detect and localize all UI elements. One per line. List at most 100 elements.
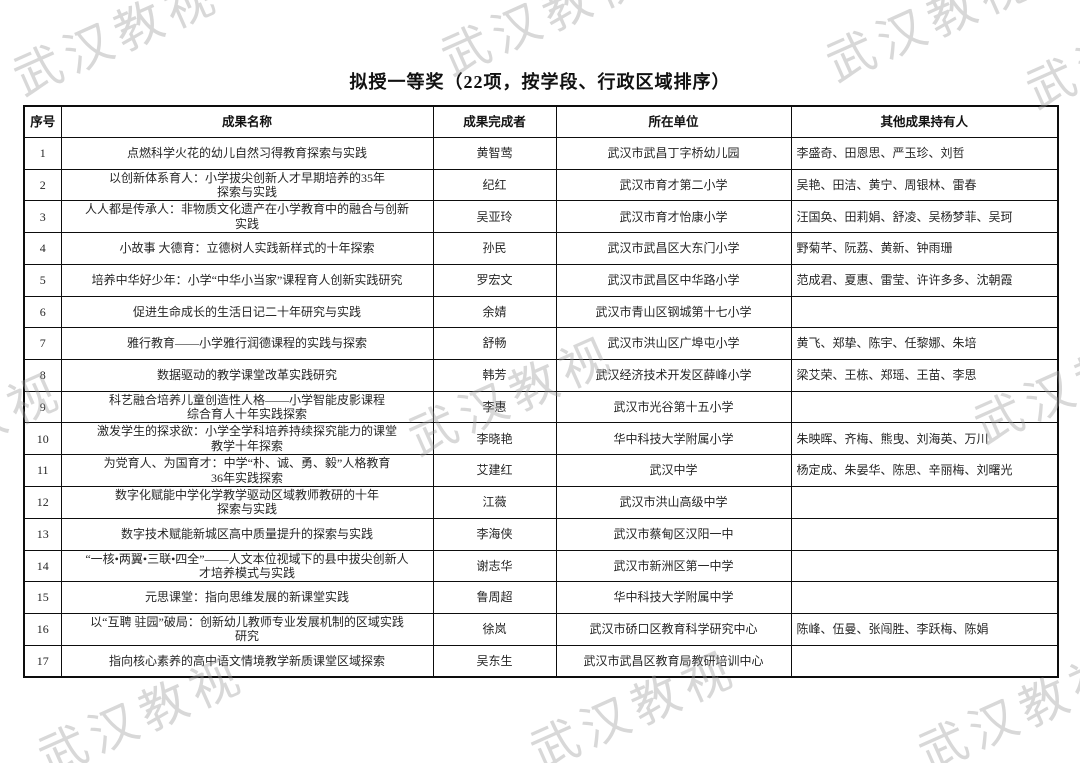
other-holders — [790, 486, 1059, 519]
completer-name: 罗宏文 — [432, 263, 557, 297]
unit-name: 武汉市洪山高级中学 — [555, 486, 792, 519]
other-holders: 朱映晖、齐梅、熊曳、刘海英、万川 — [790, 422, 1059, 456]
unit-name: 华中科技大学附属中学 — [555, 581, 792, 614]
unit-name: 华中科技大学附属小学 — [555, 422, 792, 456]
achievement-title: 促进生命成长的生活日记二十年研究与实践 — [60, 295, 434, 329]
completer-name: 徐岚 — [432, 612, 557, 646]
other-holders — [790, 581, 1059, 614]
column-header-no: 序号 — [23, 105, 62, 138]
row-number: 3 — [23, 200, 62, 234]
unit-name: 武汉市武昌区大东门小学 — [555, 232, 792, 265]
achievement-title: 为党育人、为国育才：中学“朴、诚、勇、毅”人格教育 36年实践探索 — [60, 454, 434, 488]
completer-name: 舒畅 — [432, 327, 557, 360]
row-number: 8 — [23, 359, 62, 392]
other-holders: 梁艾荣、王栋、郑瑶、王苗、李思 — [790, 359, 1059, 392]
row-number: 13 — [23, 517, 62, 551]
completer-name: 韩芳 — [432, 359, 557, 392]
row-number: 11 — [23, 454, 62, 488]
table-row: 3 人人都是传承人：非物质文化遗产在小学教育中的融合与创新 实践 吴亚玲 武汉市育才怡… — [23, 200, 1059, 234]
row-number: 5 — [23, 263, 62, 297]
row-number: 7 — [23, 327, 62, 360]
completer-name: 余婧 — [432, 295, 557, 329]
completer-name: 江薇 — [432, 486, 557, 519]
other-holders: 野菊芊、阮荔、黄新、钟雨珊 — [790, 232, 1059, 265]
other-holders: 李盛奇、田恩思、严玉珍、刘哲 — [790, 137, 1059, 170]
unit-name: 武汉市硚口区教育科学研究中心 — [555, 612, 792, 646]
other-holders — [790, 390, 1059, 424]
achievement-title: 点燃科学火花的幼儿自然习得教育探索与实践 — [60, 137, 434, 170]
other-holders: 陈峰、伍曼、张闯胜、李跃梅、陈娟 — [790, 612, 1059, 646]
achievement-title: 小故事 大德育：立德树人实践新样式的十年探索 — [60, 232, 434, 265]
achievement-title: 指向核心素养的高中语文情境教学新质课堂区域探索 — [60, 644, 434, 678]
awards-table-body: 1 点燃科学火花的幼儿自然习得教育探索与实践 黄智莺 武汉市武昌丁字桥幼儿园 李盛奇、田… — [23, 137, 1059, 678]
table-row: 15 元思课堂：指向思维发展的新课堂实践 鲁周超 华中科技大学附属中学 — [23, 581, 1059, 614]
other-holders: 范成君、夏惠、雷莹、许许多多、沈朝霞 — [790, 263, 1059, 297]
unit-name: 武汉中学 — [555, 454, 792, 488]
unit-name: 武汉市光谷第十五小学 — [555, 390, 792, 424]
row-number: 10 — [23, 422, 62, 456]
other-holders — [790, 549, 1059, 583]
row-number: 15 — [23, 581, 62, 614]
other-holders: 汪国奂、田莉娟、舒凌、吴杨梦菲、吴珂 — [790, 200, 1059, 234]
row-number: 2 — [23, 168, 62, 202]
row-number: 1 — [23, 137, 62, 170]
table-row: 7 雅行教育——小学雅行润德课程的实践与探索 舒畅 武汉市洪山区广埠屯小学 黄飞、郑挚、… — [23, 327, 1059, 360]
column-header-holders: 其他成果持有人 — [790, 105, 1059, 138]
achievement-title: 以“互聘 驻园”破局：创新幼儿教师专业发展机制的区域实践 研究 — [60, 612, 434, 646]
achievement-title: 科艺融合培养儿童创造性人格——小学智能皮影课程 综合育人十年实践探索 — [60, 390, 434, 424]
unit-name: 武汉市青山区钢城第十七小学 — [555, 295, 792, 329]
table-row: 11 为党育人、为国育才：中学“朴、诚、勇、毅”人格教育 36年实践探索 艾建红 武汉… — [23, 454, 1059, 488]
row-number: 6 — [23, 295, 62, 329]
completer-name: 李海侠 — [432, 517, 557, 551]
achievement-title: 元思课堂：指向思维发展的新课堂实践 — [60, 581, 434, 614]
table-row: 2 以创新体系育人：小学拔尖创新人才早期培养的35年 探索与实践 纪红 武汉市育才第二… — [23, 168, 1059, 202]
table-header-row: 序号 成果名称 成果完成者 所在单位 其他成果持有人 — [23, 105, 1059, 138]
unit-name: 武汉经济技术开发区薛峰小学 — [555, 359, 792, 392]
achievement-title: 数字化赋能中学化学教学驱动区域教师教研的十年 探索与实践 — [60, 486, 434, 519]
table-row: 16 以“互聘 驻园”破局：创新幼儿教师专业发展机制的区域实践 研究 徐岚 武汉市硚口… — [23, 612, 1059, 646]
achievement-title: 以创新体系育人：小学拔尖创新人才早期培养的35年 探索与实践 — [60, 168, 434, 202]
completer-name: 吴东生 — [432, 644, 557, 678]
achievement-title: 培养中华好少年：小学“中华小当家”课程育人创新实践研究 — [60, 263, 434, 297]
watermark-text: 武汉教视 — [1018, 0, 1080, 119]
achievement-title: 数据驱动的教学课堂改革实践研究 — [60, 359, 434, 392]
unit-name: 武汉市武昌丁字桥幼儿园 — [555, 137, 792, 170]
table-row: 8 数据驱动的教学课堂改革实践研究 韩芳 武汉经济技术开发区薛峰小学 梁艾荣、王栋、郑瑶… — [23, 359, 1059, 392]
unit-name: 武汉市新洲区第一中学 — [555, 549, 792, 583]
row-number: 16 — [23, 612, 62, 646]
achievement-title: “一核•两翼•三联•四全”——人文本位视域下的县中拔尖创新人 才培养模式与实践 — [60, 549, 434, 583]
row-number: 4 — [23, 232, 62, 265]
column-header-unit: 所在单位 — [555, 105, 792, 138]
table-row: 17 指向核心素养的高中语文情境教学新质课堂区域探索 吴东生 武汉市武昌区教育局教研培… — [23, 644, 1059, 678]
table-row: 6 促进生命成长的生活日记二十年研究与实践 余婧 武汉市青山区钢城第十七小学 — [23, 295, 1059, 329]
unit-name: 武汉市武昌区中华路小学 — [555, 263, 792, 297]
completer-name: 孙民 — [432, 232, 557, 265]
other-holders — [790, 644, 1059, 678]
other-holders: 吴艳、田洁、黄宁、周银林、雷春 — [790, 168, 1059, 202]
achievement-title: 数字技术赋能新城区高中质量提升的探索与实践 — [60, 517, 434, 551]
completer-name: 李惠 — [432, 390, 557, 424]
table-row: 14 “一核•两翼•三联•四全”——人文本位视域下的县中拔尖创新人 才培养模式与实… — [23, 549, 1059, 583]
achievement-title: 激发学生的探求欲：小学全学科培养持续探究能力的课堂 教学十年探索 — [60, 422, 434, 456]
page-title: 拟授一等奖（22项，按学段、行政区域排序） — [349, 72, 731, 92]
unit-name: 武汉市洪山区广埠屯小学 — [555, 327, 792, 360]
completer-name: 李晓艳 — [432, 422, 557, 456]
other-holders: 黄飞、郑挚、陈宇、任黎娜、朱培 — [790, 327, 1059, 360]
completer-name: 黄智莺 — [432, 137, 557, 170]
unit-name: 武汉市育才怡康小学 — [555, 200, 792, 234]
table-row: 5 培养中华好少年：小学“中华小当家”课程育人创新实践研究 罗宏文 武汉市武昌区中华路… — [23, 263, 1059, 297]
column-header-completer: 成果完成者 — [432, 105, 557, 138]
table-row: 13 数字技术赋能新城区高中质量提升的探索与实践 李海侠 武汉市蔡甸区汉阳一中 — [23, 517, 1059, 551]
other-holders — [790, 295, 1059, 329]
row-number: 9 — [23, 390, 62, 424]
achievement-title: 雅行教育——小学雅行润德课程的实践与探索 — [60, 327, 434, 360]
unit-name: 武汉市育才第二小学 — [555, 168, 792, 202]
unit-name: 武汉市武昌区教育局教研培训中心 — [555, 644, 792, 678]
row-number: 12 — [23, 486, 62, 519]
table-row: 10 激发学生的探求欲：小学全学科培养持续探究能力的课堂 教学十年探索 李晓艳 华中科… — [23, 422, 1059, 456]
achievement-title: 人人都是传承人：非物质文化遗产在小学教育中的融合与创新 实践 — [60, 200, 434, 234]
completer-name: 艾建红 — [432, 454, 557, 488]
completer-name: 谢志华 — [432, 549, 557, 583]
awards-table: 序号 成果名称 成果完成者 所在单位 其他成果持有人 1 点燃科学火花的幼儿自然习… — [23, 105, 1059, 678]
